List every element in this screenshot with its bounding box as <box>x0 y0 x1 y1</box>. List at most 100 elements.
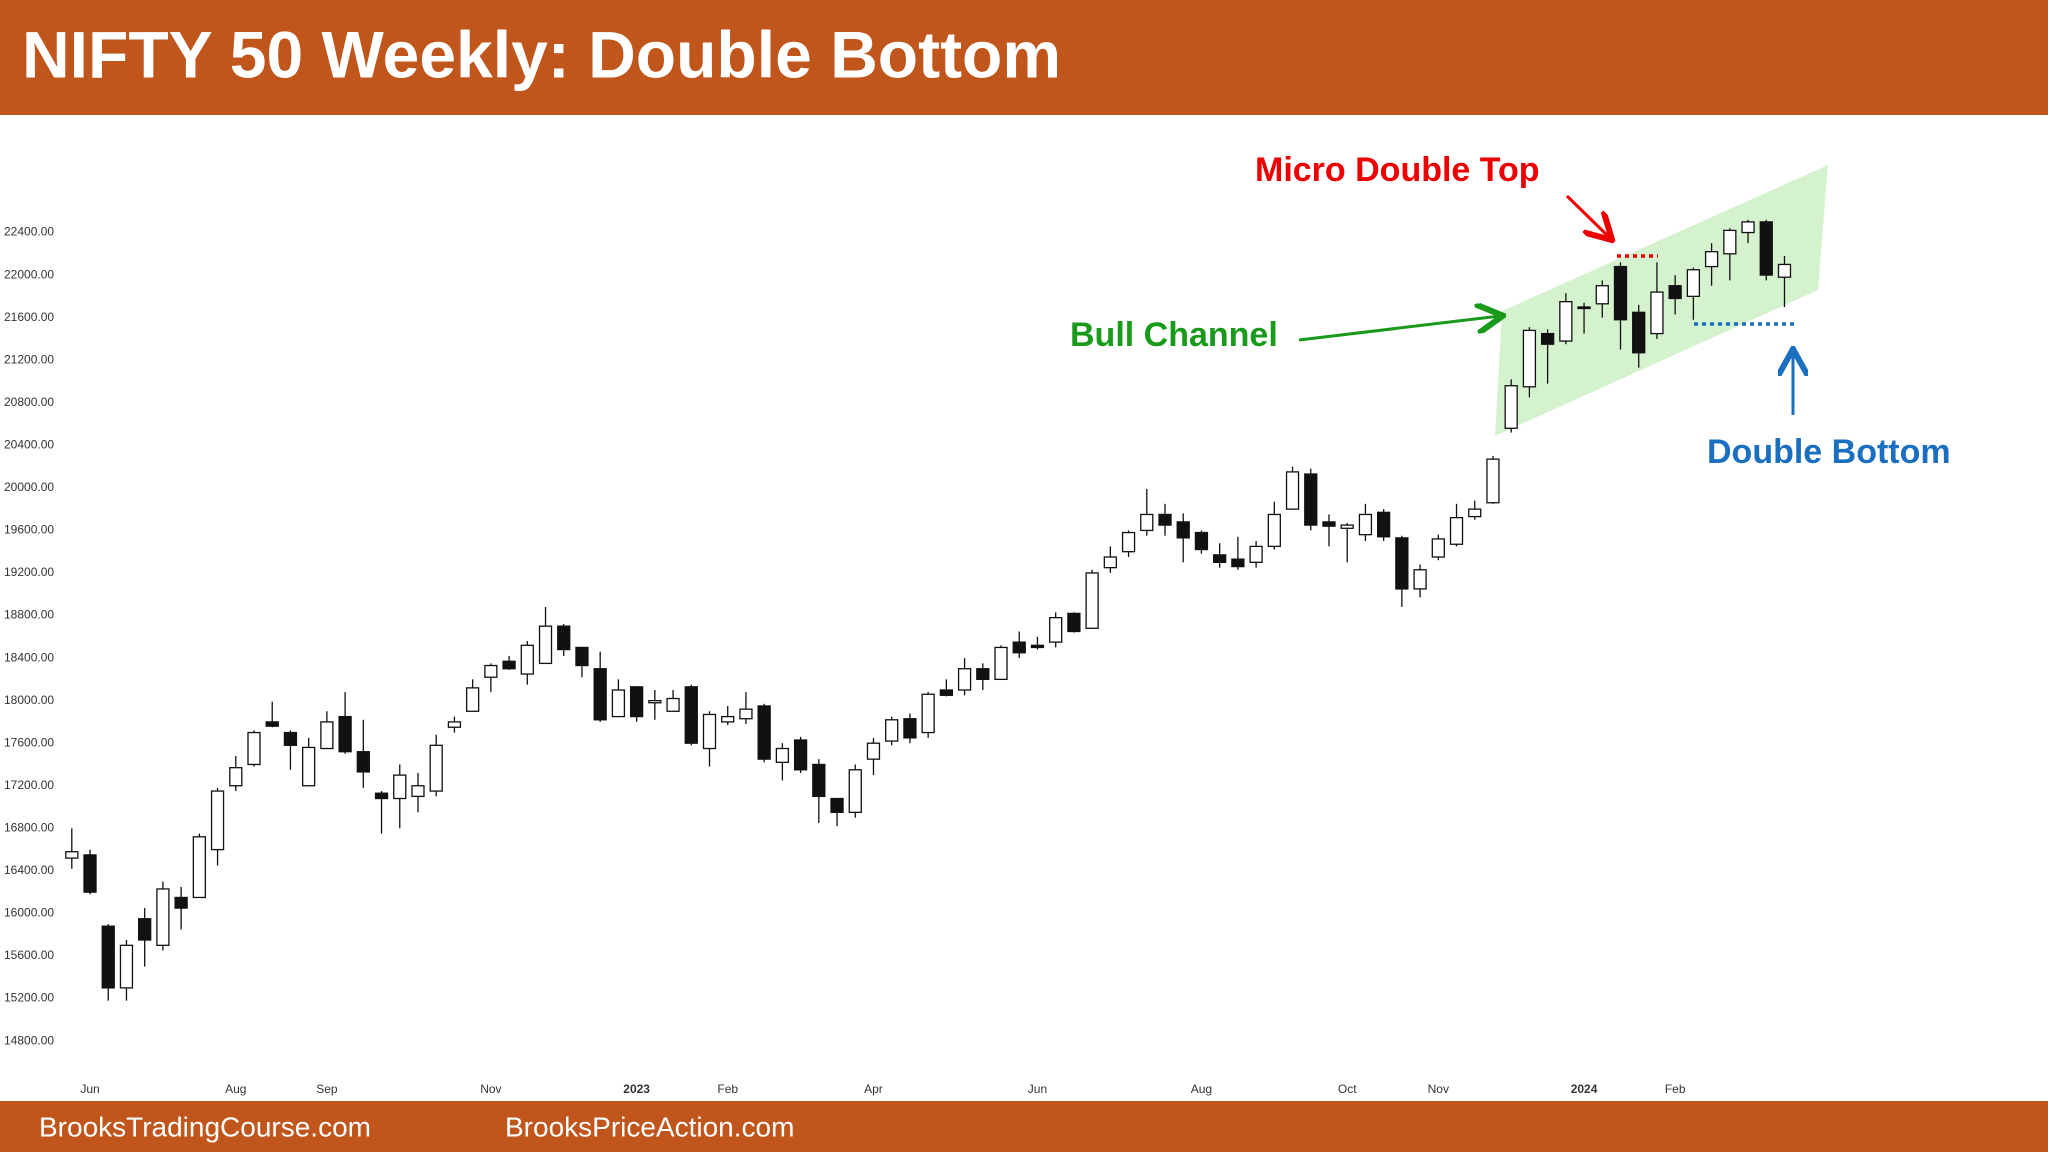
arrow <box>1298 316 1500 342</box>
candle-body <box>1613 265 1628 321</box>
candle-body <box>156 888 170 946</box>
candle-body <box>1067 612 1081 633</box>
x-tick-label: Oct <box>1338 1082 1357 1096</box>
candle-body <box>1030 644 1045 649</box>
candle-body <box>575 646 589 667</box>
candle-body <box>192 836 206 899</box>
y-tick-label: 18000.00 <box>4 693 54 707</box>
candle-body <box>629 686 644 718</box>
candle-body <box>1777 263 1792 278</box>
x-tick-label: Nov <box>480 1082 501 1096</box>
y-tick-label: 22000.00 <box>4 267 54 281</box>
candle-body <box>465 687 480 712</box>
candle-body <box>976 668 990 681</box>
candle-body <box>1595 285 1609 305</box>
candle-body <box>611 689 626 718</box>
candle-body <box>247 731 261 766</box>
y-tick-label: 18800.00 <box>4 608 54 622</box>
candle-body <box>1504 385 1518 429</box>
candle-body <box>101 925 115 989</box>
candle-body <box>1103 556 1117 569</box>
candle-body <box>1632 311 1646 354</box>
candle-body <box>1267 513 1281 548</box>
candle-body <box>903 718 917 739</box>
candle-body <box>921 693 935 734</box>
x-tick-label: Feb <box>1665 1082 1686 1096</box>
candle-body <box>1249 545 1263 563</box>
candle-body <box>1358 513 1373 536</box>
candle-body <box>721 715 735 723</box>
candle-body <box>885 719 899 742</box>
annotation: Double Bottom <box>1707 433 1951 471</box>
candle-body <box>1395 537 1409 590</box>
candle-body <box>1194 531 1209 551</box>
x-tick-label: Jun <box>80 1082 99 1096</box>
candle-body <box>1158 513 1172 526</box>
candle-body <box>393 774 407 800</box>
candle-body <box>939 689 954 696</box>
y-tick-label: 20000.00 <box>4 480 54 494</box>
candle-body <box>174 896 188 909</box>
candle-body <box>283 731 298 746</box>
y-tick-label: 16400.00 <box>4 863 54 877</box>
candle-body <box>65 851 79 859</box>
candle-body <box>1121 531 1136 553</box>
y-tick-label: 19200.00 <box>4 565 54 579</box>
candle-body <box>1085 572 1099 629</box>
candle-body <box>502 660 516 670</box>
chart-title: NIFTY 50 Weekly: Double Bottom <box>22 17 1061 91</box>
candle-body <box>1468 508 1482 518</box>
candle-body <box>484 664 498 678</box>
candle-body <box>1486 458 1500 504</box>
candle-body <box>302 746 316 787</box>
candle-body <box>374 792 389 800</box>
candle-body <box>320 721 334 750</box>
candle-body <box>338 715 352 753</box>
candle-body <box>447 721 462 728</box>
candle-body <box>520 644 534 675</box>
x-tick-label: Sep <box>316 1082 338 1096</box>
y-tick-label: 14800.00 <box>4 1033 54 1047</box>
candle-body <box>119 944 134 989</box>
y-tick-label: 21600.00 <box>4 310 54 324</box>
candle-body <box>1759 221 1773 276</box>
y-tick-label: 17600.00 <box>4 735 54 749</box>
candle-body <box>356 751 370 773</box>
candle-body <box>994 646 1008 681</box>
candle-body <box>1540 332 1555 345</box>
candle-body <box>557 625 571 651</box>
candle-body <box>739 708 753 720</box>
candle-body <box>1012 641 1026 654</box>
y-tick-label: 15200.00 <box>4 991 54 1005</box>
candle-body <box>666 697 680 712</box>
candle-body <box>83 854 97 893</box>
candle-body <box>848 769 862 813</box>
y-tick-label: 20800.00 <box>4 395 54 409</box>
candle-body <box>775 747 790 763</box>
header-band <box>0 0 2048 115</box>
candle-body <box>538 625 553 665</box>
y-tick-label: 17200.00 <box>4 778 54 792</box>
x-tick-label: Aug <box>225 1082 246 1096</box>
candle-body <box>265 721 279 727</box>
arrow <box>1565 194 1610 238</box>
x-tick-label: Aug <box>1191 1082 1212 1096</box>
candle-body <box>702 713 717 750</box>
candle-body <box>138 918 152 941</box>
candle-body <box>812 763 826 798</box>
candle-body <box>1449 517 1464 545</box>
candle-body <box>1176 521 1190 539</box>
y-tick-label: 20400.00 <box>4 437 54 451</box>
x-tick-label: Feb <box>717 1082 738 1096</box>
candle-body <box>1376 511 1391 538</box>
candle-body <box>429 744 443 792</box>
y-tick-label: 16000.00 <box>4 906 54 920</box>
candle-body <box>1577 306 1591 310</box>
candle-body <box>1431 538 1445 558</box>
x-tick-label: Nov <box>1428 1082 1449 1096</box>
candle-body <box>957 668 972 691</box>
candle-body <box>1304 473 1318 526</box>
candle-body <box>1741 221 1755 234</box>
